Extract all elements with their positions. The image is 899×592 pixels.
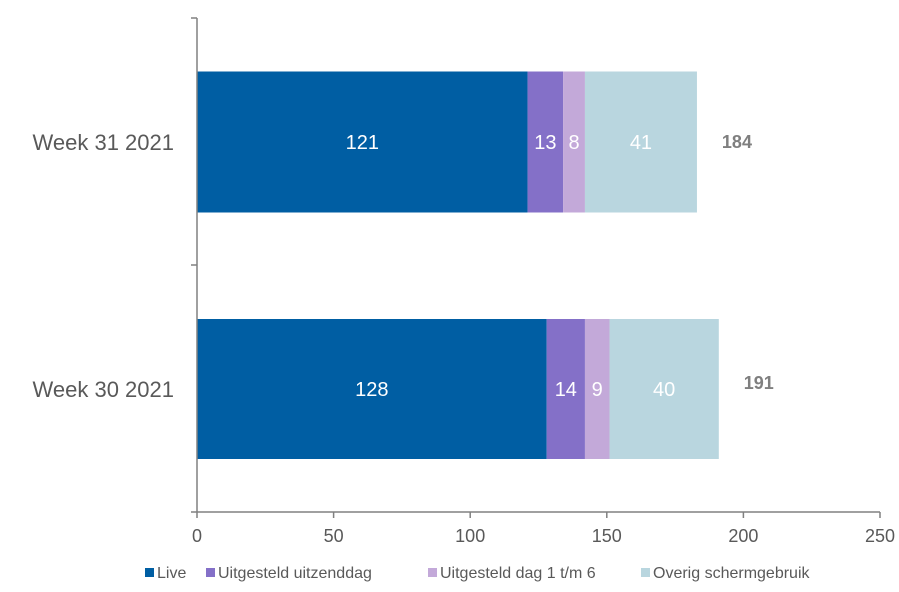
bar-value-label: 13 bbox=[534, 132, 556, 154]
bar-segment-1-1 bbox=[197, 71, 528, 213]
bar-segment-2-2 bbox=[546, 319, 585, 459]
bar-segment-2-1 bbox=[197, 319, 547, 459]
category-label: Week 31 2021 bbox=[33, 130, 174, 155]
bar-value-label: 8 bbox=[568, 132, 579, 154]
x-tick-label: 100 bbox=[455, 526, 485, 546]
legend-swatch bbox=[428, 568, 437, 577]
bar-value-label: 14 bbox=[555, 379, 577, 401]
axes-layer: 0 50 100 150 200 250 bbox=[191, 17, 895, 546]
legend-swatch bbox=[641, 568, 650, 577]
bar-segment-2-3 bbox=[584, 319, 610, 459]
total-label: 191 bbox=[744, 373, 774, 393]
legend-swatch bbox=[145, 568, 154, 577]
labels-layer: 121 13 8 41 184 Week 31 2021 128 14 9 40 191 Week 3… bbox=[33, 130, 774, 402]
legend-label: Uitgesteld dag 1 t/m 6 bbox=[440, 565, 596, 582]
legend: Live Uitgesteld uitzenddag Uitgesteld dag … bbox=[145, 565, 811, 582]
legend-swatch bbox=[206, 568, 215, 577]
bar-segment-2-4 bbox=[609, 319, 719, 459]
category-label: Week 30 2021 bbox=[33, 377, 174, 402]
bar-segment-1-3 bbox=[563, 71, 585, 213]
legend-label: Live bbox=[157, 565, 186, 582]
bar-value-label: 41 bbox=[630, 132, 652, 154]
x-tick-label: 200 bbox=[728, 526, 758, 546]
legend-label: Overig schermgebruik bbox=[653, 565, 811, 582]
x-tick-label: 150 bbox=[592, 526, 622, 546]
x-tick-label: 50 bbox=[324, 526, 344, 546]
x-tick-label: 250 bbox=[865, 526, 895, 546]
total-label: 184 bbox=[722, 132, 752, 152]
bar-segment-1-4 bbox=[584, 71, 697, 213]
bar-value-label: 9 bbox=[592, 379, 603, 401]
x-tick-label: 0 bbox=[192, 526, 202, 546]
bar-segment-1-2 bbox=[527, 71, 564, 213]
bar-value-label: 40 bbox=[653, 379, 675, 401]
legend-label: Uitgesteld uitzenddag bbox=[218, 565, 372, 582]
bars-layer bbox=[197, 71, 719, 459]
bar-value-label: 128 bbox=[355, 379, 388, 401]
bar-value-label: 121 bbox=[346, 132, 379, 154]
